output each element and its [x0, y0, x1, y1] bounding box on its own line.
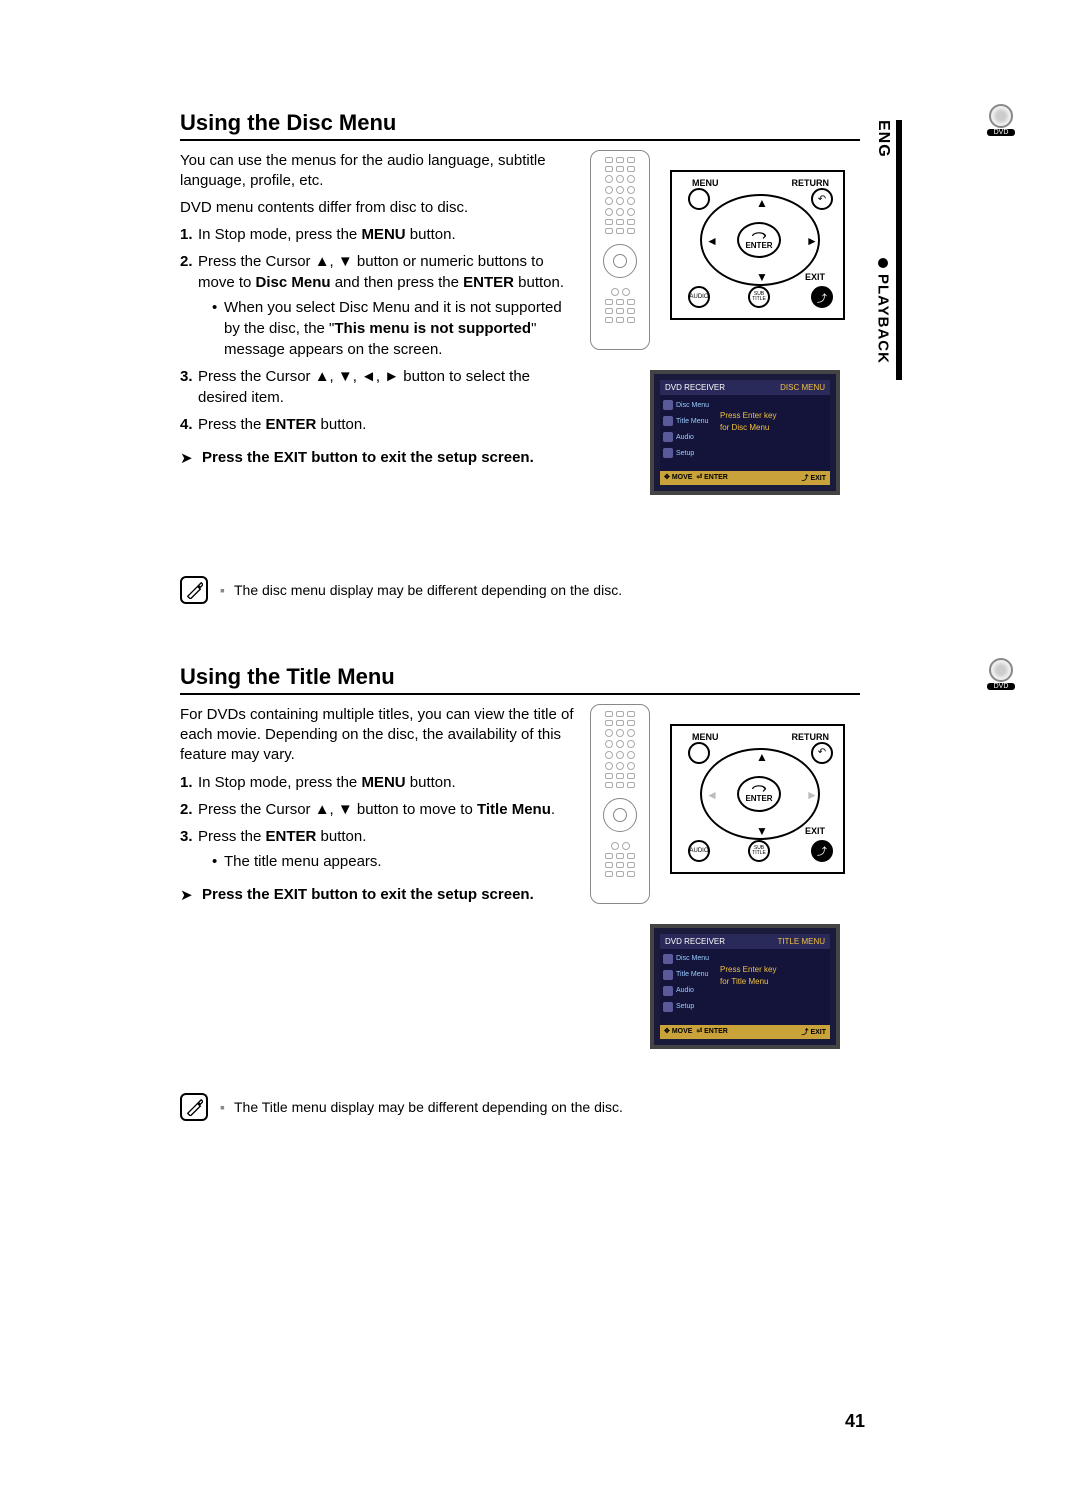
left-arrow-icon: ◄ [706, 234, 718, 248]
dvd-badge-icon: DVD [987, 658, 1015, 692]
osd-disc-menu: DVD RECEIVER DISC MENU Disc Menu Title M… [650, 370, 840, 495]
page-number: 41 [845, 1411, 865, 1432]
enter-button: ENTER [737, 776, 781, 812]
up-arrow-icon: ▲ [756, 196, 768, 210]
step-1: 1. In Stop mode, press the MENU button. [180, 772, 580, 793]
section-title-menu: DVD Using the Title Menu For DVDs contai… [180, 664, 860, 1121]
osd-message: Press Enter key for Disc Menu [720, 410, 776, 434]
exit-note: Press the EXIT button to exit the setup … [180, 449, 580, 466]
audio-button-icon: AUDIO [688, 286, 710, 308]
step-3-bullet: The title menu appears. [212, 851, 580, 872]
intro-text-2: DVD menu contents differ from disc to di… [180, 198, 580, 218]
intro-text: You can use the menus for the audio lang… [180, 151, 580, 192]
exit-button-icon: ⤴ [811, 286, 833, 308]
section-title-disc-menu: Using the Disc Menu [180, 110, 860, 141]
osd-mode: DISC MENU [780, 383, 825, 392]
menu-button-icon [688, 742, 710, 764]
note-icon [180, 1093, 208, 1121]
footnote-text: The Title menu display may be different … [220, 1099, 623, 1115]
audio-button-icon: AUDIO [688, 840, 710, 862]
enter-button: ENTER [737, 222, 781, 258]
section-disc-menu: DVD Using the Disc Menu You can use the … [180, 110, 860, 604]
down-arrow-icon: ▼ [756, 270, 768, 284]
exit-label: EXIT [805, 272, 825, 282]
control-pad-illustration: MENU RETURN EXIT ↶ AUDIO SUB TITLE ⤴ ▲ ▼… [670, 724, 845, 874]
dvd-badge-label: DVD [987, 129, 1015, 136]
exit-button-icon: ⤴ [811, 840, 833, 862]
control-pad-illustration: MENU RETURN EXIT ↶ AUDIO SUB TITLE ⤴ ▲ ▼… [670, 170, 845, 320]
step-2: 2. Press the Cursor ▲, ▼ button to move … [180, 799, 580, 820]
menu-button-icon [688, 188, 710, 210]
menu-label: MENU [692, 178, 719, 188]
return-label: RETURN [792, 732, 830, 742]
return-label: RETURN [792, 178, 830, 188]
step-4: 4. Press the ENTER button. [180, 414, 580, 435]
intro-text: For DVDs containing multiple titles, you… [180, 705, 580, 766]
subtitle-button-icon: SUB TITLE [748, 840, 770, 862]
left-arrow-icon: ◄ [706, 788, 718, 802]
section-title-title-menu: Using the Title Menu [180, 664, 860, 695]
subtitle-button-icon: SUB TITLE [748, 286, 770, 308]
steps-list: 1. In Stop mode, press the MENU button. … [180, 772, 580, 872]
osd-mode: TITLE MENU [777, 937, 825, 946]
right-arrow-icon: ► [806, 234, 818, 248]
steps-list: 1. In Stop mode, press the MENU button. … [180, 224, 580, 435]
side-dot-icon [878, 258, 888, 268]
step-3: 3. Press the Cursor ▲, ▼, ◄, ► button to… [180, 366, 580, 408]
up-arrow-icon: ▲ [756, 750, 768, 764]
side-language: ENG [874, 120, 892, 158]
right-arrow-icon: ► [806, 788, 818, 802]
osd-footer: ✥ MOVE ⏎ ENTER ⤴ EXIT [660, 471, 830, 485]
step-2: 2. Press the Cursor ▲, ▼ button or numer… [180, 251, 580, 360]
osd-title: DVD RECEIVER [665, 937, 725, 946]
note-icon [180, 576, 208, 604]
osd-sidebar: Disc Menu Title Menu Audio Setup [663, 954, 709, 1012]
side-accent-bar [896, 120, 902, 380]
down-arrow-icon: ▼ [756, 824, 768, 838]
side-tab: ENG PLAYBACK [874, 120, 892, 364]
return-button-icon: ↶ [811, 188, 833, 210]
step-3: 3. Press the ENTER button. The title men… [180, 826, 580, 872]
step-2-bullet: When you select Disc Menu and it is not … [212, 297, 580, 360]
remote-illustration [590, 150, 650, 350]
menu-label: MENU [692, 732, 719, 742]
remote-illustration [590, 704, 650, 904]
osd-title: DVD RECEIVER [665, 383, 725, 392]
step-1: 1. In Stop mode, press the MENU button. [180, 224, 580, 245]
osd-sidebar: Disc Menu Title Menu Audio Setup [663, 400, 709, 458]
return-button-icon: ↶ [811, 742, 833, 764]
osd-title-menu: DVD RECEIVER TITLE MENU Disc Menu Title … [650, 924, 840, 1049]
footnote-text: The disc menu display may be different d… [220, 582, 622, 598]
osd-message: Press Enter key for Title Menu [720, 964, 776, 988]
exit-label: EXIT [805, 826, 825, 836]
side-section-label: PLAYBACK [875, 274, 892, 364]
osd-footer: ✥ MOVE ⏎ ENTER ⤴ EXIT [660, 1025, 830, 1039]
dvd-badge-label: DVD [987, 683, 1015, 690]
exit-note: Press the EXIT button to exit the setup … [180, 886, 580, 903]
dvd-badge-icon: DVD [987, 104, 1015, 138]
